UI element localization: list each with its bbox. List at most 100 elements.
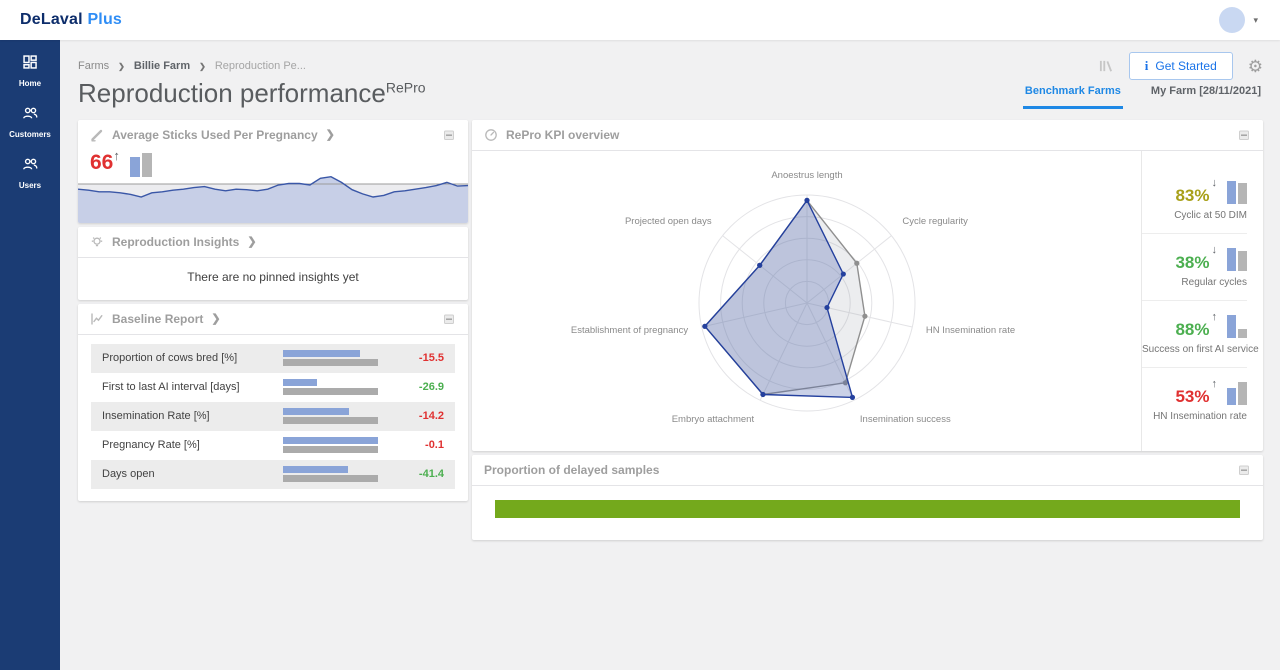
kpi-value: 38% (1175, 252, 1210, 272)
kpi-mini-bars (1227, 312, 1247, 338)
table-row: First to last AI interval [days] -26.9 (91, 373, 455, 402)
trend-down-icon: ↓ (1211, 243, 1218, 256)
sidebar-item-users[interactable]: Users (0, 148, 60, 199)
dashboard-icon (22, 54, 38, 75)
delayed-bar (495, 499, 1240, 518)
sidebar: Home Customers Users (0, 40, 60, 670)
info-icon: i (1144, 58, 1149, 73)
card-display-toggle-icon[interactable] (1237, 463, 1251, 477)
kpi-label: Success on first AI service (1142, 343, 1259, 355)
baseline-row-label: Days open (102, 468, 155, 481)
breadcrumb-item[interactable]: Farms (78, 60, 110, 72)
chevron-down-icon[interactable]: ▾ (1253, 14, 1258, 25)
avg-sticks-mini-bars (129, 152, 152, 177)
farm-bar (283, 350, 360, 358)
right-column: RePro KPI overview Anoestrus length Cycle… (472, 119, 1263, 540)
kpi-value: 53% (1175, 386, 1210, 406)
svg-text:Anoestrus length: Anoestrus length (771, 170, 842, 181)
card-display-toggle-icon[interactable] (1237, 128, 1251, 142)
kpi-body: Anoestrus length Cycle regularity HN Insem… (472, 150, 1263, 451)
card-delayed-header: Proportion of delayed samples (472, 455, 1263, 486)
card-insights-title: Reproduction Insights (112, 234, 240, 249)
card-display-toggle-icon[interactable] (442, 312, 456, 326)
chevron-right-icon[interactable]: ❯ (325, 129, 335, 142)
page-title-superscript: RePro (385, 79, 426, 96)
kpi-label: Cyclic at 50 DIM (1174, 209, 1247, 221)
kpi-value-row: 83% ↓ (1142, 176, 1247, 205)
svg-text:Embryo attachment: Embryo attachment (671, 414, 754, 425)
benchmark-mini-bar (1238, 328, 1247, 338)
card-reproduction-insights: Reproduction Insights ❯ There are no pin… (78, 226, 468, 300)
page-actions: i Get Started ⚙ (1098, 52, 1263, 80)
svg-text:Projected open days: Projected open days (624, 216, 711, 227)
user-menu[interactable]: ▾ (1219, 7, 1258, 33)
kpi-value-row: 53% ↑ (1142, 377, 1247, 406)
sidebar-item-customers[interactable]: Customers (0, 97, 60, 148)
breadcrumb-item: Reproduction Pe... (214, 60, 306, 72)
avg-sticks-value: 66 (90, 150, 114, 174)
card-baseline-header: Baseline Report ❯ (78, 304, 468, 335)
baseline-rows: Proportion of cows bred [%] -15.5 First to… (78, 335, 468, 501)
baseline-row-value: -41.4 (418, 468, 444, 481)
breadcrumb: Farms ❯ Billie Farm ❯ Reproduction Pe... (78, 60, 306, 72)
benchmark-mini-bar (1238, 381, 1247, 405)
farm-mini-bar (129, 156, 140, 177)
gear-icon[interactable]: ⚙ (1247, 56, 1263, 76)
chevron-right-icon[interactable]: ❯ (247, 236, 257, 249)
trend-up-icon: ↑ (1211, 377, 1218, 390)
people-icon (22, 156, 38, 177)
table-row: Days open -41.4 (91, 459, 455, 489)
kpi-regular-cycles: 38% ↓ Regular cycles (1142, 232, 1247, 300)
avg-sticks-sparkline (78, 171, 468, 223)
cards-grid: Average Sticks Used Per Pregnancy ❯ 66 ↑ (78, 119, 1263, 540)
baseline-row-label: First to last AI interval [days] (102, 381, 240, 394)
card-average-sticks-title: Average Sticks Used Per Pregnancy (112, 127, 318, 142)
benchmark-bar (283, 475, 378, 483)
svg-text:Insemination success: Insemination success (859, 414, 950, 425)
delayed-bar-track (495, 499, 1240, 518)
card-delayed-title: Proportion of delayed samples (484, 462, 660, 477)
farm-bar (283, 408, 349, 416)
trend-down-icon: ↓ (1211, 176, 1218, 189)
logo-secondary: Plus (87, 11, 123, 28)
card-display-toggle-icon[interactable] (442, 128, 456, 142)
people-icon (22, 105, 38, 126)
farm-bar (283, 437, 378, 445)
card-kpi-header: RePro KPI overview (472, 120, 1263, 151)
trend-up-icon: ↑ (1211, 310, 1218, 323)
card-baseline-report: Baseline Report ❯ Proportion of cows bre… (78, 303, 468, 501)
kpi-label: HN Insemination rate (1153, 410, 1247, 422)
tab-my-farm-28-11-2021-[interactable]: My Farm [28/11/2021] (1150, 84, 1261, 97)
app-logo[interactable]: DeLaval Plus (20, 11, 122, 29)
benchmark-mini-bar (1238, 250, 1247, 271)
baseline-row-value: -0.1 (425, 439, 444, 452)
trend-up-icon: ↑ (113, 147, 120, 163)
kpi-value-row: 88% ↑ (1142, 310, 1247, 338)
tab-benchmark-farms[interactable]: Benchmark Farms (1022, 85, 1123, 109)
chevron-right-icon[interactable]: ❯ (211, 313, 221, 326)
card-kpi-overview: RePro KPI overview Anoestrus length Cycle… (472, 119, 1263, 451)
baseline-row-bars (283, 466, 378, 483)
get-started-label: Get Started (1155, 59, 1217, 73)
benchmark-mini-bar (141, 152, 152, 177)
get-started-button[interactable]: i Get Started (1128, 52, 1233, 80)
baseline-row-label: Insemination Rate [%] (102, 410, 210, 423)
kpi-mini-bars (1227, 245, 1247, 271)
baseline-row-bars (283, 379, 378, 396)
gauge-icon (484, 128, 498, 142)
stick-icon (90, 128, 104, 142)
delayed-bar-area (472, 486, 1263, 540)
farm-mini-bar (1227, 314, 1236, 338)
chevron-right-icon: ❯ (199, 61, 206, 71)
avatar[interactable] (1219, 7, 1246, 33)
table-row: Pregnancy Rate [%] -0.1 (91, 431, 455, 460)
breadcrumb-item[interactable]: Billie Farm (133, 60, 191, 72)
baseline-row-value: -26.9 (418, 381, 444, 394)
svg-text:Establishment of pregnancy: Establishment of pregnancy (570, 325, 687, 336)
farm-bar (283, 379, 318, 387)
avg-sticks-value-row: 66 ↑ (78, 147, 468, 177)
kpi-value: 83% (1175, 185, 1210, 205)
benchmark-bar (283, 388, 378, 396)
library-icon[interactable] (1098, 58, 1114, 74)
sidebar-item-home[interactable]: Home (0, 46, 60, 97)
